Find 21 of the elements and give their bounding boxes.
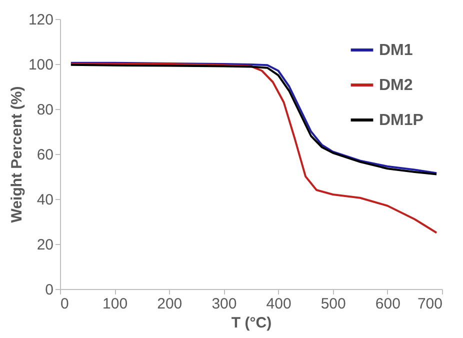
x-tick-label: 400 bbox=[266, 296, 292, 312]
x-tick-label: 700 bbox=[417, 296, 442, 312]
legend-label: DM1 bbox=[379, 42, 413, 59]
y-tick-label: 40 bbox=[36, 192, 54, 208]
x-tick-label: 200 bbox=[157, 296, 182, 312]
y-tick-label: 60 bbox=[36, 146, 54, 164]
y-tick-label: 100 bbox=[28, 56, 54, 74]
x-tick-label: 100 bbox=[102, 296, 128, 312]
line-series bbox=[70, 63, 438, 234]
y-tick-label: 0 bbox=[45, 282, 54, 298]
y-tick-label: 80 bbox=[36, 102, 54, 118]
legend-label: DM1P bbox=[379, 112, 424, 129]
x-tick-label: 0 bbox=[60, 296, 69, 312]
x-tick-label: 600 bbox=[375, 296, 400, 312]
x-tick-label: 500 bbox=[320, 296, 346, 312]
legend-label: DM2 bbox=[379, 77, 413, 94]
y-tick-label: 120 bbox=[28, 12, 54, 28]
y-axis-title: Weight Percent (%) bbox=[8, 86, 26, 223]
x-axis-title: T (°C) bbox=[231, 314, 272, 332]
y-tick-label: 20 bbox=[36, 236, 54, 254]
x-tick-label: 300 bbox=[212, 296, 237, 312]
